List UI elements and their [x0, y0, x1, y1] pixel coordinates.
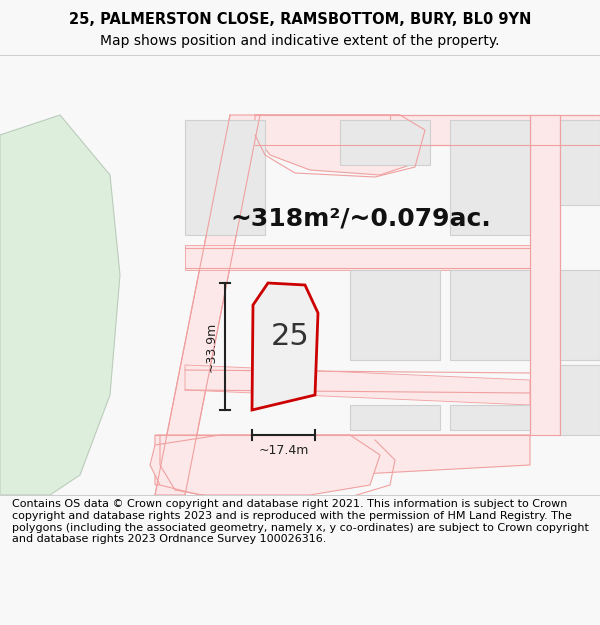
Polygon shape	[252, 283, 318, 410]
Polygon shape	[350, 405, 440, 430]
Polygon shape	[560, 270, 600, 360]
Polygon shape	[155, 115, 260, 495]
Polygon shape	[150, 435, 380, 495]
Polygon shape	[530, 115, 560, 435]
Text: 25, PALMERSTON CLOSE, RAMSBOTTOM, BURY, BL0 9YN: 25, PALMERSTON CLOSE, RAMSBOTTOM, BURY, …	[69, 12, 531, 27]
Polygon shape	[560, 365, 600, 435]
Polygon shape	[255, 115, 420, 175]
Polygon shape	[450, 405, 530, 430]
Polygon shape	[340, 120, 430, 165]
Polygon shape	[185, 365, 530, 405]
Polygon shape	[390, 115, 600, 145]
Polygon shape	[450, 270, 530, 360]
Text: Map shows position and indicative extent of the property.: Map shows position and indicative extent…	[100, 34, 500, 48]
Polygon shape	[185, 120, 265, 235]
Polygon shape	[185, 245, 530, 270]
Text: ~17.4m: ~17.4m	[259, 444, 308, 456]
Polygon shape	[155, 435, 530, 485]
Polygon shape	[350, 270, 440, 360]
Polygon shape	[560, 120, 600, 205]
Text: ~33.9m: ~33.9m	[205, 321, 218, 372]
Text: 25: 25	[271, 322, 310, 351]
Text: ~318m²/~0.079ac.: ~318m²/~0.079ac.	[230, 206, 491, 230]
Text: Contains OS data © Crown copyright and database right 2021. This information is : Contains OS data © Crown copyright and d…	[12, 499, 589, 544]
Polygon shape	[450, 120, 530, 235]
Polygon shape	[0, 115, 120, 495]
